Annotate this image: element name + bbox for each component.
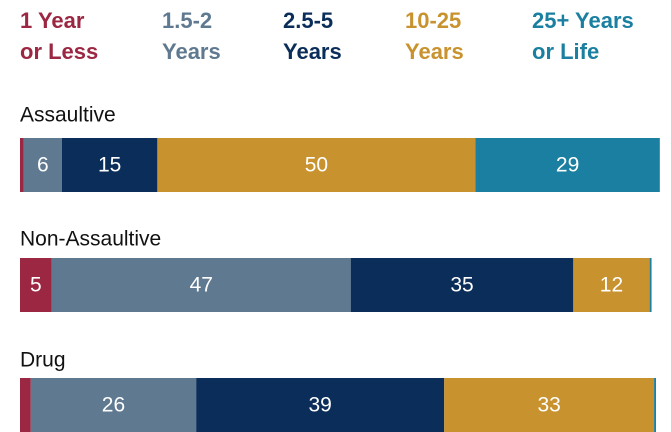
bar-segment [20,378,31,432]
bar-segment [649,258,652,312]
category-label: Assaultive [20,104,116,127]
bar-segment [20,138,24,192]
data-label: 33 [537,394,560,417]
data-label: 50 [305,154,328,177]
data-label: 6 [37,154,49,177]
data-label: 47 [190,274,213,297]
bar-segment [196,378,445,432]
bar-segment [20,258,52,312]
legend-entry: 1 Year or Less [20,8,98,64]
bar-segment [444,378,655,432]
bar-segment [350,258,574,312]
bar-segment [23,138,62,192]
data-label: 29 [556,154,579,177]
bar-segment [157,138,476,192]
legend-entry: 25+ Years or Life [532,8,634,64]
data-label: 35 [450,274,473,297]
data-label: 12 [600,274,623,297]
bar-segment [475,138,660,192]
data-label: 5 [30,274,42,297]
legend-entry: 1.5-2 Years [162,8,221,64]
bar-segment [61,138,158,192]
bar-segment [654,378,656,432]
legend-entry: 2.5-5 Years [283,8,342,64]
category-label: Drug [20,349,66,372]
bar-segment [30,378,197,432]
legend-entry: 10-25 Years [405,8,464,64]
data-label: 15 [98,154,121,177]
category-label: Non-Assaultive [20,228,161,251]
data-label: 26 [102,394,125,417]
data-label: 39 [309,394,332,417]
bar-segment [573,258,650,312]
bar-segment [51,258,351,312]
